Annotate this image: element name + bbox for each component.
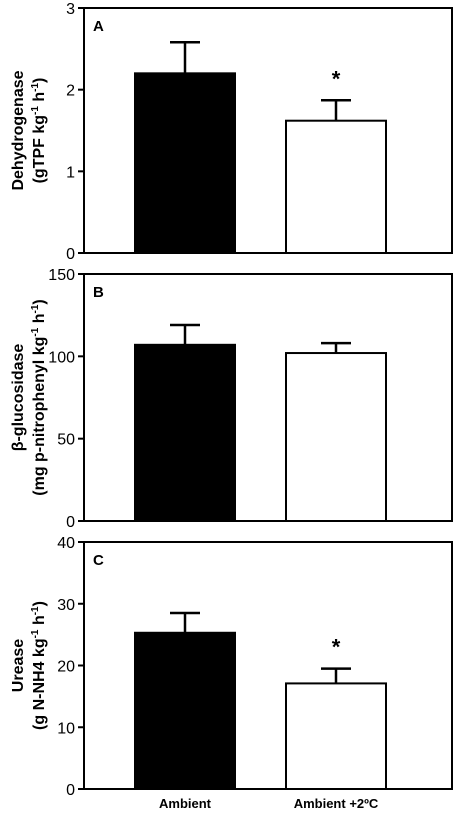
y-tick-label: 20 bbox=[57, 659, 75, 676]
plot-frame bbox=[83, 7, 453, 254]
y-tick-label: 0 bbox=[66, 782, 75, 799]
unit-superscript: -1 bbox=[30, 106, 41, 115]
y-axis-label: β-glucosidase bbox=[10, 344, 27, 452]
y-tick-label: 100 bbox=[48, 349, 75, 366]
unit-text: h bbox=[31, 314, 48, 328]
y-axis-label: Dehydrogenase bbox=[10, 70, 27, 190]
unit-text: (mg p-nitrophenyl kg bbox=[31, 337, 48, 496]
y-tick-label: 150 bbox=[48, 267, 75, 284]
panel-letter: C bbox=[93, 552, 104, 569]
y-tick-label: 40 bbox=[57, 535, 75, 552]
bar-warmed bbox=[285, 682, 387, 790]
unit-text: ) bbox=[31, 78, 48, 83]
y-axis-unit: (gTPF kg-1 h-1) bbox=[30, 78, 48, 184]
unit-text: h bbox=[31, 92, 48, 106]
bar-ambient bbox=[134, 343, 236, 522]
unit-text: (g N-NH4 kg bbox=[31, 638, 48, 730]
unit-superscript: -1 bbox=[30, 327, 41, 336]
x-category-label: Ambient +2ºC bbox=[294, 796, 379, 811]
y-tick-label: 1 bbox=[66, 164, 75, 181]
unit-text: ) bbox=[31, 299, 48, 304]
y-axis-unit: (mg p-nitrophenyl kg-1 h-1) bbox=[30, 299, 48, 495]
plot-frame bbox=[83, 273, 453, 522]
y-tick-label: 2 bbox=[66, 83, 75, 100]
unit-superscript: -1 bbox=[30, 606, 41, 615]
panel-letter: A bbox=[93, 18, 104, 35]
unit-superscript: -1 bbox=[30, 304, 41, 313]
y-tick-label: 3 bbox=[66, 1, 75, 18]
y-tick-label: 30 bbox=[57, 597, 75, 614]
significance-marker: * bbox=[332, 66, 341, 91]
y-tick-label: 0 bbox=[66, 514, 75, 531]
x-category-label: Ambient bbox=[159, 796, 212, 811]
unit-text: h bbox=[31, 615, 48, 629]
bar-warmed bbox=[285, 352, 387, 523]
y-axis-label: Urease bbox=[10, 639, 27, 692]
y-tick-label: 0 bbox=[66, 246, 75, 263]
bar-ambient bbox=[134, 631, 236, 791]
unit-superscript: -1 bbox=[30, 83, 41, 92]
unit-text: ) bbox=[31, 601, 48, 606]
bar-ambient bbox=[134, 72, 236, 255]
y-tick-label: 10 bbox=[57, 720, 75, 737]
panel-letter: B bbox=[93, 284, 104, 301]
bar-warmed bbox=[285, 119, 387, 254]
panel-b: 0 50 100 150 Bβ-glucosidase (mg p-nitrophenyl… bbox=[10, 267, 453, 531]
y-axis-unit: (g N-NH4 kg-1 h-1) bbox=[30, 601, 48, 730]
unit-text: (gTPF kg bbox=[31, 115, 48, 183]
significance-marker: * bbox=[332, 635, 341, 660]
unit-superscript: -1 bbox=[30, 629, 41, 638]
y-tick-label: 50 bbox=[57, 432, 75, 449]
